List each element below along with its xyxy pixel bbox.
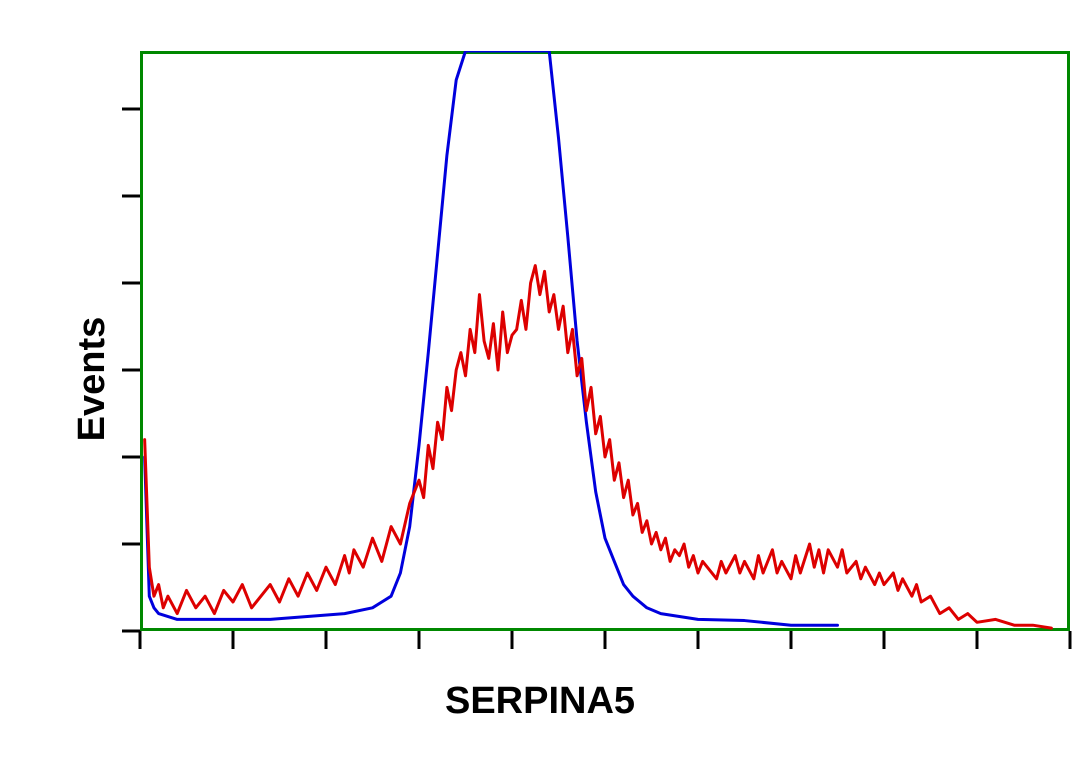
chart-svg: [120, 50, 1070, 655]
histogram-container: Events SERPINA5: [20, 20, 1060, 738]
plot-area: [120, 50, 1050, 630]
x-axis-label: SERPINA5: [445, 680, 635, 723]
y-axis-label: Events: [71, 317, 114, 442]
